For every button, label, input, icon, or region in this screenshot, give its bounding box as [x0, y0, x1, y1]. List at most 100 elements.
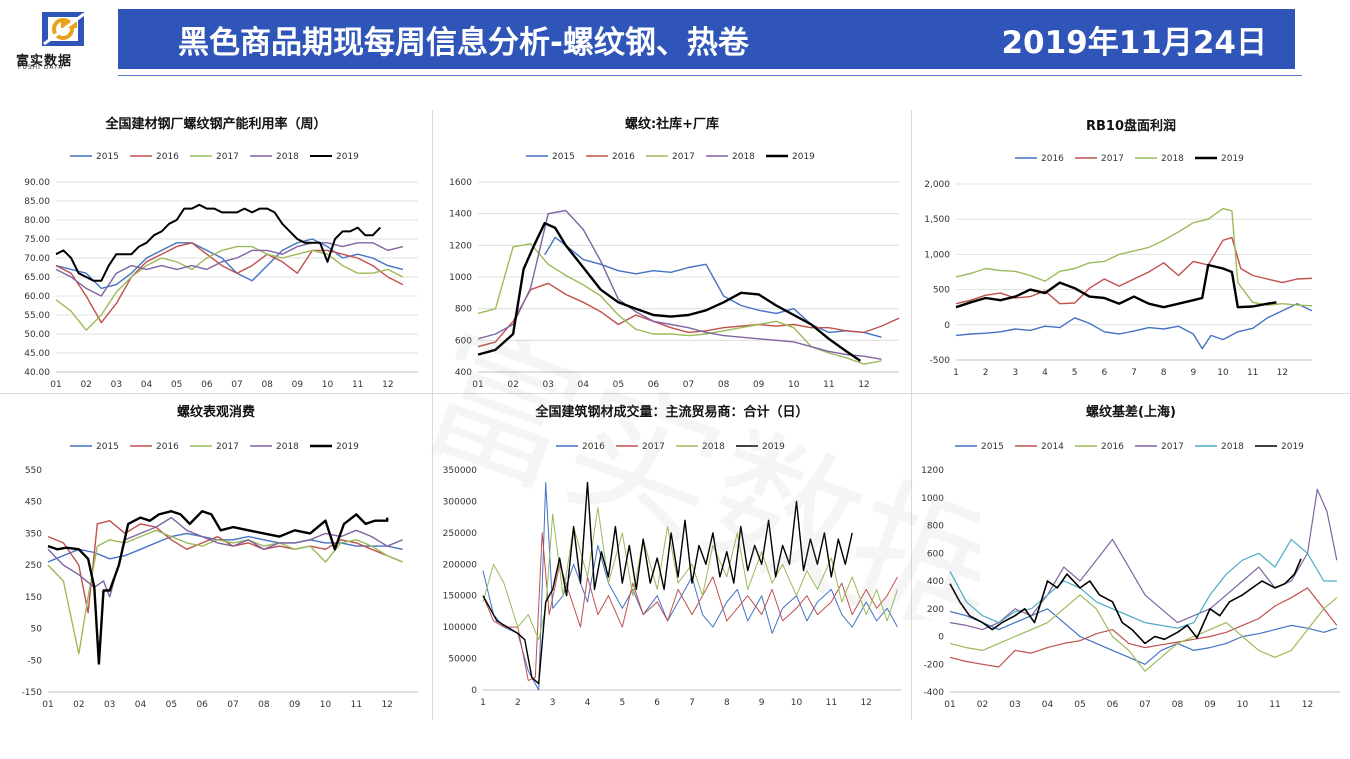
y-tick-label: 1400: [449, 210, 472, 220]
x-tick-label: 10: [320, 700, 332, 710]
x-tick-label: 08: [1172, 700, 1184, 710]
series-line-2017: [47, 529, 403, 655]
x-tick-label: 2: [515, 698, 521, 708]
series-line-2016: [47, 519, 403, 614]
x-tick-label: 10: [1217, 368, 1229, 378]
series-line-2019: [482, 481, 853, 685]
series-line-2016: [477, 282, 900, 348]
series-line-2016: [955, 302, 1313, 350]
series-line-2017: [955, 236, 1313, 305]
y-tick-label: -500: [930, 356, 951, 366]
series-line-2014: [949, 587, 1338, 668]
chart-title: RB10盘面利润: [1086, 118, 1176, 134]
x-tick-label: 8: [1161, 368, 1167, 378]
x-tick-label: 01: [42, 700, 53, 710]
chart-capacity-utilization: 全国建材钢厂螺纹钢产能利用率（周） 90.00 85.00 80.00 75.00 70.…: [0, 110, 432, 393]
x-tick-label: 02: [977, 700, 988, 710]
chart-title: 螺纹基差(上海): [1086, 404, 1176, 420]
x-tick-label: 12: [858, 380, 869, 390]
x-tick-label: 9: [759, 698, 765, 708]
y-tick-label: 50000: [448, 655, 477, 665]
x-tick-label: 10: [788, 380, 800, 390]
legend-label: 2017: [1101, 154, 1124, 164]
y-tick-label: 800: [455, 305, 472, 315]
legend-label: 2016: [1041, 154, 1064, 164]
series-line-2017: [477, 243, 882, 365]
x-tick-label: 09: [292, 380, 304, 390]
series-line-2016: [482, 482, 898, 691]
y-tick-label: -200: [924, 660, 945, 670]
y-tick-label: 150: [25, 593, 42, 603]
legend-label: 2018: [276, 152, 299, 162]
legend-label: 2017: [642, 442, 665, 452]
y-tick-label: 55.00: [24, 311, 50, 321]
series-line-2015: [949, 608, 1337, 665]
chart-rebar-inventory: 螺纹:社库+厂库 1600 1400 1200 1000 800 600 400 01 02 03 0…: [433, 110, 911, 393]
x-tick-label: 09: [753, 380, 765, 390]
y-tick-label: 70.00: [24, 254, 50, 264]
y-tick-label: 1,500: [924, 215, 950, 225]
y-tick-label: 40.00: [24, 368, 50, 378]
legend-label: 2019: [336, 152, 359, 162]
y-tick-label: 250000: [443, 529, 478, 539]
series-line-2018: [477, 209, 882, 360]
y-tick-label: 85.00: [24, 197, 50, 207]
x-tick-label: 06: [1107, 700, 1119, 710]
legend-label: 2016: [156, 442, 179, 452]
x-tick-label: 02: [80, 380, 91, 390]
y-tick-label: 65.00: [24, 273, 50, 283]
x-tick-label: 08: [261, 380, 273, 390]
x-tick-label: 10: [1237, 700, 1249, 710]
y-tick-label: 200: [927, 605, 944, 615]
x-tick-label: 1: [480, 698, 486, 708]
x-tick-label: 11: [1247, 368, 1258, 378]
page-date: 2019年11月24日: [1001, 25, 1267, 61]
y-tick-label: 0: [471, 686, 477, 696]
legend-label: 2017: [672, 152, 695, 162]
chart-apparent-consumption: 螺纹表观消费 550 450 350 250 150 50 -50 -150 01 02 03 04 05…: [0, 394, 432, 724]
y-tick-label: 1200: [921, 466, 944, 476]
x-tick-label: 06: [196, 700, 208, 710]
panel-divider-horizontal: [0, 393, 1350, 394]
legend-label: 2018: [1161, 154, 1184, 164]
x-tick-label: 03: [1009, 700, 1020, 710]
y-tick-label: 400: [927, 577, 944, 587]
x-tick-label: 02: [507, 380, 518, 390]
series-line-2019: [955, 263, 1277, 309]
page-title: 黑色商品期现每周信息分析-螺纹钢、热卷: [178, 25, 749, 61]
x-tick-label: 01: [944, 700, 955, 710]
company-logo: [14, 8, 114, 70]
series-line-2016: [55, 242, 404, 324]
legend-label: 2017: [216, 442, 239, 452]
y-tick-label: 300000: [443, 497, 478, 507]
y-tick-label: -50: [27, 656, 42, 666]
x-tick-label: 09: [1204, 700, 1216, 710]
series-line-2017: [482, 532, 898, 682]
x-tick-label: 01: [472, 380, 483, 390]
y-tick-label: 150000: [443, 592, 478, 602]
y-tick-label: 45.00: [24, 349, 50, 359]
legend-label: 2014: [1041, 442, 1064, 452]
x-tick-label: 4: [585, 698, 591, 708]
legend-label: 2015: [96, 152, 119, 162]
series-line-2016: [949, 594, 1338, 672]
x-tick-label: 08: [258, 700, 270, 710]
legend-label: 2018: [1221, 442, 1244, 452]
legend-label: 2017: [216, 152, 239, 162]
x-tick-label: 03: [111, 380, 122, 390]
y-tick-label: 600: [927, 549, 944, 559]
x-tick-label: 11: [352, 380, 363, 390]
legend-label: 2019: [1221, 154, 1244, 164]
x-tick-label: 04: [1042, 700, 1054, 710]
y-tick-label: 350000: [443, 466, 478, 476]
y-tick-label: 550: [25, 466, 42, 476]
y-tick-label: 1600: [449, 178, 472, 188]
x-tick-label: 3: [550, 698, 556, 708]
logo-text: 富实数据: [16, 54, 73, 69]
series-line-2019: [477, 221, 862, 362]
legend-label: 2016: [1101, 442, 1124, 452]
x-tick-label: 5: [619, 698, 625, 708]
series-line-2018: [47, 516, 403, 598]
series-line-2019: [47, 509, 389, 665]
